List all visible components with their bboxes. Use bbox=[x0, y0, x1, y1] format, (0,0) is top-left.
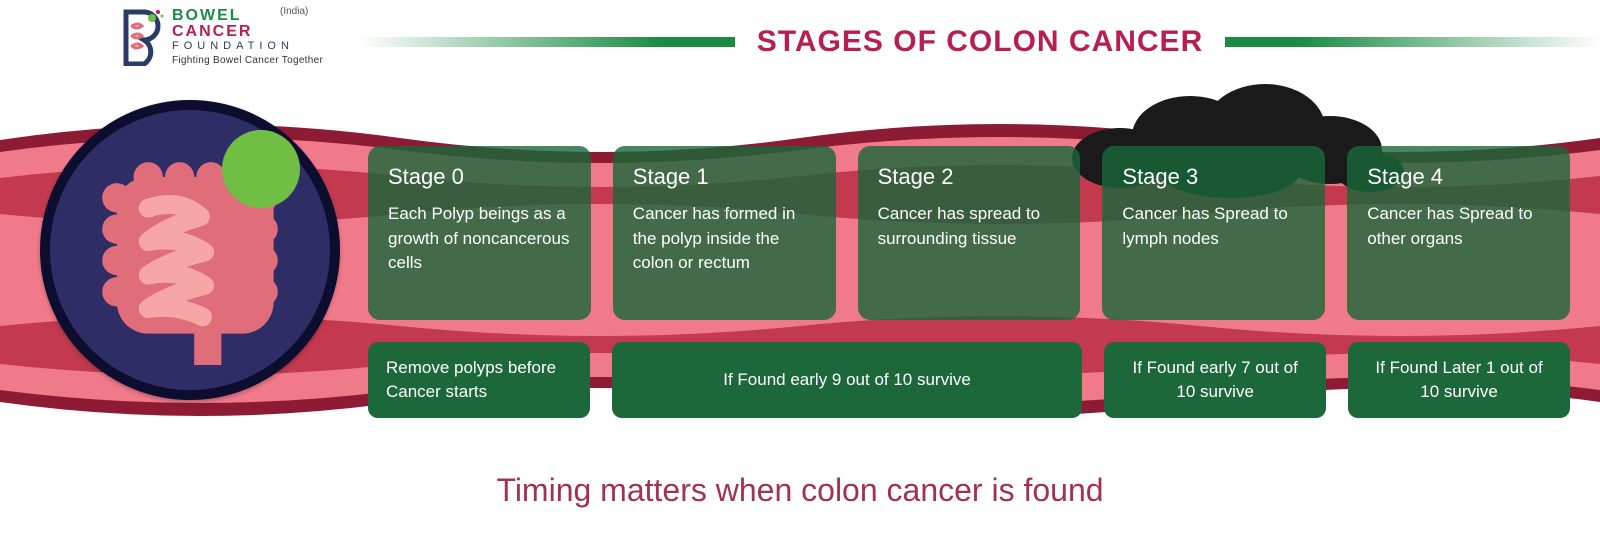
stage-desc: Cancer has Spread to lymph nodes bbox=[1122, 202, 1305, 251]
logo-tagline: Fighting Bowel Cancer Together bbox=[172, 56, 323, 66]
stage-cards: Stage 0 Each Polyp beings as a growth of… bbox=[368, 146, 1570, 320]
polyp-dot-icon bbox=[222, 130, 300, 208]
footer-tagline: Timing matters when colon cancer is foun… bbox=[0, 472, 1600, 509]
stage-desc: Cancer has spread to surrounding tissue bbox=[878, 202, 1061, 251]
stage-title: Stage 2 bbox=[878, 164, 1061, 190]
stage-title: Stage 1 bbox=[633, 164, 816, 190]
stage-desc: Cancer has formed in the polyp inside th… bbox=[633, 202, 816, 276]
stage-card-4: Stage 4 Cancer has Spread to other organ… bbox=[1347, 146, 1570, 320]
stage-card-0: Stage 0 Each Polyp beings as a growth of… bbox=[368, 146, 591, 320]
stage-title: Stage 0 bbox=[388, 164, 571, 190]
sub-card-3: If Found Later 1 out of 10 survive bbox=[1348, 342, 1570, 418]
stage-card-1: Stage 1 Cancer has formed in the polyp i… bbox=[613, 146, 836, 320]
intestine-circle bbox=[40, 100, 340, 400]
stage-title: Stage 3 bbox=[1122, 164, 1305, 190]
stage-card-2: Stage 2 Cancer has spread to surrounding… bbox=[858, 146, 1081, 320]
logo-line-2: CANCER bbox=[172, 24, 323, 40]
stage-desc: Each Polyp beings as a growth of noncanc… bbox=[388, 202, 571, 276]
logo-line-3: FOUNDATION bbox=[172, 41, 323, 52]
stage-title: Stage 4 bbox=[1367, 164, 1550, 190]
sub-cards: Remove polyps before Cancer starts If Fo… bbox=[368, 342, 1570, 418]
logo-country: (India) bbox=[280, 6, 308, 17]
sub-card-1: If Found early 9 out of 10 survive bbox=[612, 342, 1082, 418]
header: BOWEL CANCER FOUNDATION Fighting Bowel C… bbox=[0, 0, 1600, 90]
stage-card-3: Stage 3 Cancer has Spread to lymph nodes bbox=[1102, 146, 1325, 320]
page-title: STAGES OF COLON CANCER bbox=[757, 25, 1203, 59]
sub-card-0: Remove polyps before Cancer starts bbox=[368, 342, 590, 418]
stage-desc: Cancer has Spread to other organs bbox=[1367, 202, 1550, 251]
sub-card-2: If Found early 7 out of 10 survive bbox=[1104, 342, 1326, 418]
title-bar: STAGES OF COLON CANCER bbox=[360, 24, 1600, 60]
logo-mark-icon bbox=[120, 8, 166, 66]
